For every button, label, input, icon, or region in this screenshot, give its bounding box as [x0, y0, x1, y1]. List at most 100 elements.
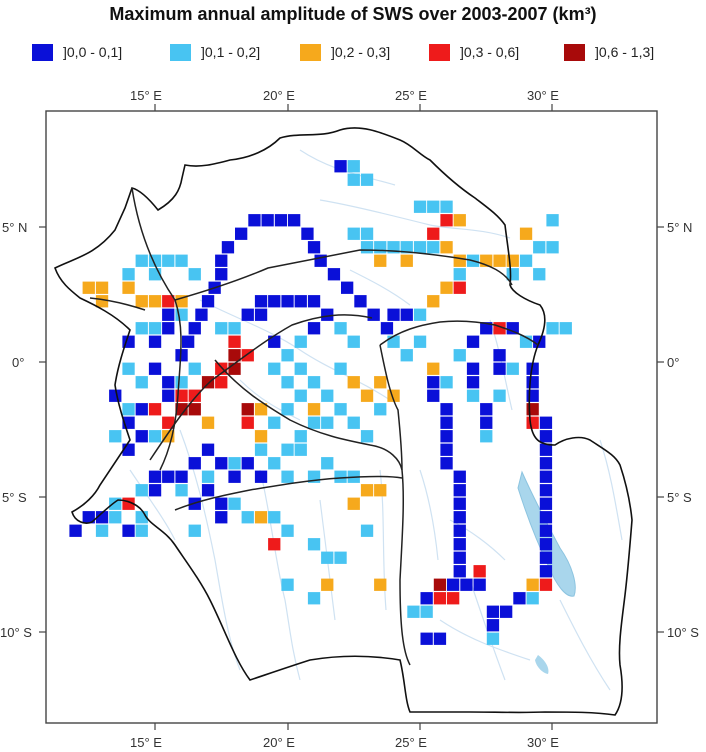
grid-cell [215, 268, 228, 281]
grid-cell [294, 295, 307, 308]
grid-cell [526, 416, 539, 429]
grid-cell [413, 308, 427, 321]
grid-cell [374, 376, 387, 389]
grid-cell [453, 214, 466, 227]
grid-cell [354, 295, 367, 308]
grid-cell [374, 241, 387, 254]
grid-cell [254, 443, 268, 456]
grid-cell [453, 268, 466, 281]
grid-cell [440, 241, 453, 254]
grid-cell [215, 511, 228, 524]
grid-cell [162, 376, 175, 389]
grid-cell [307, 416, 321, 429]
lon-tick-label-top: 20° E [263, 88, 295, 103]
grid-cell [307, 295, 321, 308]
grid-cell [347, 227, 360, 240]
lat-tick-label-left: 5° N [2, 220, 27, 235]
legend-item-class-2: ]0,1 - 0,2] [170, 40, 260, 64]
grid-cell [274, 214, 288, 227]
grid-cell [307, 538, 321, 551]
grid-cell [413, 335, 427, 348]
lon-tick-label-bottom: 15° E [130, 735, 162, 750]
grid-cell [148, 335, 162, 348]
grid-cell [506, 268, 519, 281]
lon-tick-label-bottom: 30° E [527, 735, 559, 750]
grid-cell [268, 362, 281, 375]
grid-cell [294, 443, 307, 456]
grid-cell [440, 214, 453, 227]
grid-cell [440, 416, 453, 429]
grid-cell [347, 376, 360, 389]
grid-cell [281, 470, 294, 483]
legend-label: ]0,0 - 0,1] [63, 44, 123, 60]
grid-cell [268, 538, 281, 551]
grid-cell [235, 227, 248, 240]
legend-label: ]0,3 - 0,6] [460, 44, 520, 60]
lat-tick-label-right: 5° N [667, 220, 692, 235]
grid-cell [506, 362, 519, 375]
grid-cell [413, 241, 427, 254]
grid-cell [400, 308, 413, 321]
grid-cell [182, 335, 195, 348]
grid-cell [82, 511, 95, 524]
lat-tick-label-right: 0° [667, 355, 679, 370]
lat-tick-label-left: 0° [12, 355, 24, 370]
congo-basin-outline [54, 127, 633, 716]
grid-cell [281, 376, 294, 389]
grid-cell [559, 322, 572, 335]
grid-cell [188, 389, 201, 402]
grid-cell [420, 605, 433, 618]
grid-cell [148, 470, 162, 483]
grid-cell [228, 349, 241, 362]
grid-cell [347, 173, 360, 186]
map-title: Maximum annual amplitude of SWS over 200… [109, 4, 597, 24]
grid-cell [294, 335, 307, 348]
grid-cell [440, 403, 453, 416]
grid-cell [453, 470, 466, 483]
grid-cell [135, 403, 148, 416]
grid-cell [493, 254, 506, 267]
grid-cell [288, 214, 301, 227]
lat-tick-label-left: 10° S [0, 625, 32, 640]
grid-cell [526, 578, 539, 591]
grid-cell [506, 322, 519, 335]
grid-cell [453, 538, 466, 551]
lake-mweru [535, 655, 549, 674]
grid-cell [453, 281, 466, 294]
grid-cell [480, 430, 493, 443]
grid-cell [486, 632, 500, 645]
grid-cell [148, 484, 162, 497]
grid-cell [268, 416, 281, 429]
grid-cell [294, 430, 307, 443]
grid-cell [228, 497, 241, 510]
grid-cell [539, 578, 553, 591]
grid-cell [268, 335, 281, 348]
grid-cell [215, 497, 228, 510]
grid-cell [109, 430, 122, 443]
grid-cell [519, 227, 533, 240]
grid-cell [188, 403, 201, 416]
grid-cell [539, 511, 553, 524]
grid-cell [321, 416, 334, 429]
grid-cell [122, 281, 135, 294]
grid-cell [109, 511, 122, 524]
grid-cell [281, 403, 294, 416]
grid-cell [440, 443, 453, 456]
grid-cell [447, 592, 460, 605]
grid-cell [533, 241, 546, 254]
grid-cell [453, 551, 466, 564]
grid-cell [334, 160, 347, 173]
grid-cell [148, 403, 162, 416]
grid-cell [228, 470, 241, 483]
legend-label: ]0,1 - 0,2] [201, 44, 261, 60]
grid-cell [546, 214, 559, 227]
grid-cell [254, 403, 268, 416]
grid-cell [162, 322, 175, 335]
grid-cell [321, 551, 334, 564]
grid-cell [268, 295, 281, 308]
grid-cell [466, 389, 480, 402]
grid-cell [334, 362, 347, 375]
grid-cell [539, 484, 553, 497]
grid-cell [95, 295, 109, 308]
grid-cell [374, 578, 387, 591]
